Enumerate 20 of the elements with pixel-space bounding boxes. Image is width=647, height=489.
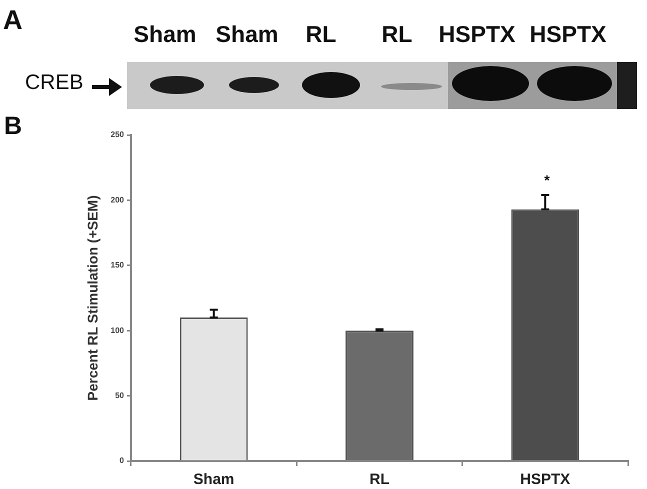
text: Sham: [216, 21, 278, 47]
x-tick-label: Sham: [193, 471, 234, 488]
text: CREB: [25, 71, 84, 94]
x-tick-label: RL: [370, 471, 390, 488]
y-tick-label: 50: [115, 391, 125, 400]
text: Sham: [134, 21, 196, 47]
y-tick-label: 250: [110, 130, 125, 140]
text: B: [4, 112, 22, 140]
y-axis-title: Percent RL Stimulation (+SEM): [84, 195, 100, 401]
text: A: [3, 5, 22, 35]
text: HSPTX: [530, 21, 606, 47]
annotation: *: [544, 172, 550, 188]
y-tick-label: 150: [110, 260, 125, 270]
y-tick-label: 100: [110, 326, 125, 335]
text: HSPTX: [438, 21, 516, 47]
y-tick-label: 200: [110, 195, 125, 204]
y-tick-label: 0: [120, 456, 125, 466]
text: RL: [382, 21, 412, 47]
x-tick-label: HSPTX: [520, 471, 570, 488]
text: RL: [306, 21, 336, 47]
